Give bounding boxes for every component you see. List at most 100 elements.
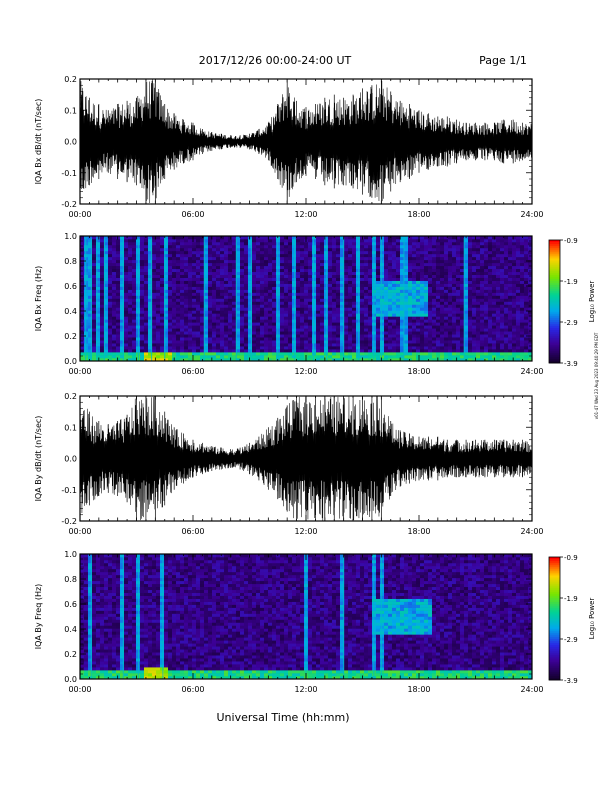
spectrogram-cell: [232, 319, 237, 323]
spectrogram-cell: [508, 250, 513, 255]
spectrogram-cell: [380, 346, 385, 350]
spectrogram-cell: [496, 355, 501, 359]
spectrogram-cell: [120, 307, 125, 311]
spectrogram-cell: [316, 343, 321, 347]
spectrogram-cell: [416, 328, 421, 332]
spectrogram-cell: [400, 322, 405, 326]
spectrogram-cell: [384, 331, 389, 335]
spectrogram-cell: [420, 286, 425, 290]
spectrogram-cell: [216, 301, 221, 305]
spectrogram-cell: [180, 256, 185, 261]
spectrogram-cell: [468, 236, 473, 240]
spectrogram-cell: [112, 298, 117, 302]
spectrogram-cell: [196, 337, 201, 341]
spectrogram-cell: [456, 319, 461, 323]
spectrogram-cell: [472, 331, 477, 335]
spectrogram-cell: [500, 250, 505, 255]
spectrogram-cell: [324, 301, 329, 305]
spectrogram-cell: [208, 343, 213, 347]
spectrogram-cell: [524, 313, 529, 317]
spectrogram-cell: [244, 319, 249, 323]
spectrogram-cell: [80, 236, 85, 240]
spectrogram-cell: [80, 253, 85, 258]
spectrogram-cell: [464, 271, 469, 275]
spectrogram-cell: [404, 262, 409, 267]
spectrogram-cell: [168, 292, 173, 296]
spectrogram-cell: [224, 301, 229, 305]
spectrogram-cell: [304, 328, 309, 332]
spectrogram-cell: [144, 277, 149, 281]
spectrogram-cell: [476, 250, 481, 255]
spectrogram-cell: [140, 334, 145, 338]
spectrogram-cell: [184, 238, 189, 243]
spectrogram-cell: [496, 271, 501, 275]
spectrogram-cell: [112, 268, 117, 273]
spectrogram-cell: [368, 244, 373, 249]
spectrogram-cell: [284, 310, 289, 314]
spectrogram-cell: [104, 310, 109, 314]
spectrogram-cell: [300, 286, 305, 290]
spectrogram-cell: [324, 346, 329, 350]
spectrogram-cell: [196, 236, 201, 240]
spectrogram-cell: [424, 298, 429, 302]
spectrogram-cell: [268, 268, 273, 273]
spectrogram-cell: [436, 352, 441, 356]
spectrogram-cell: [192, 286, 197, 290]
spectrogram-cell: [320, 313, 325, 317]
spectrogram-cell: [236, 262, 241, 267]
spectrogram-cell: [324, 313, 329, 317]
spectrogram-cell: [240, 244, 245, 249]
spectrogram-cell: [268, 331, 273, 335]
spectrogram-cell: [240, 274, 245, 278]
spectrogram-cell: [156, 328, 161, 332]
spectrogram-cell: [480, 334, 485, 338]
spectrogram-cell: [380, 325, 385, 329]
spectrogram-cell: [392, 334, 397, 338]
spectrogram-cell: [132, 307, 137, 311]
spectrogram-cell: [96, 328, 101, 332]
spectrogram-cell: [420, 349, 425, 353]
spectrogram-cell: [480, 241, 485, 246]
spectrogram-cell: [264, 268, 269, 273]
spectrogram-cell: [512, 265, 517, 270]
spectrogram-cell: [436, 322, 441, 326]
spectrogram-cell: [348, 328, 353, 332]
spectrogram-cell: [248, 322, 253, 326]
spectrogram-cell: [268, 292, 273, 296]
spectrogram-cell: [216, 304, 221, 308]
spectrogram-cell: [88, 328, 93, 332]
spectrogram-cell: [352, 313, 357, 317]
spectrogram-cell: [408, 241, 413, 246]
spectrogram-cell: [408, 236, 413, 240]
spectrogram-cell: [436, 238, 441, 243]
spectrogram-cell: [464, 265, 469, 270]
spectrogram-cell: [432, 355, 437, 359]
spectrogram-cell: [452, 271, 457, 275]
spectrogram-cell: [168, 328, 173, 332]
spectrogram-cell: [512, 304, 517, 308]
spectrogram-cell: [248, 340, 253, 344]
spectrogram-cell: [156, 295, 161, 299]
spectrogram-cell: [264, 322, 269, 326]
spectrogram-cell: [416, 298, 421, 302]
spectrogram-cell: [164, 247, 169, 252]
spectrogram-cell: [456, 331, 461, 335]
spectrogram-cell: [428, 316, 433, 320]
spectrogram-cell: [452, 307, 457, 311]
spectrogram-cell: [328, 241, 333, 246]
spectrogram-cell: [396, 343, 401, 347]
spectrogram-cell: [460, 355, 465, 359]
spectrogram-cell: [380, 322, 385, 326]
spectrogram-cell: [396, 247, 401, 252]
spectrogram-cell: [320, 295, 325, 299]
spectrogram-cell: [212, 355, 217, 359]
spectrogram-cell: [500, 292, 505, 296]
spectrogram-cell: [468, 256, 473, 261]
spectrogram-cell: [324, 310, 329, 314]
spectrogram-cell: [124, 328, 129, 332]
spectrogram-cell: [348, 277, 353, 281]
spectrogram-cell: [220, 337, 225, 341]
spectrogram-cell: [448, 340, 453, 344]
spectrogram-cell: [380, 277, 385, 281]
spectrogram-cell: [516, 337, 521, 341]
